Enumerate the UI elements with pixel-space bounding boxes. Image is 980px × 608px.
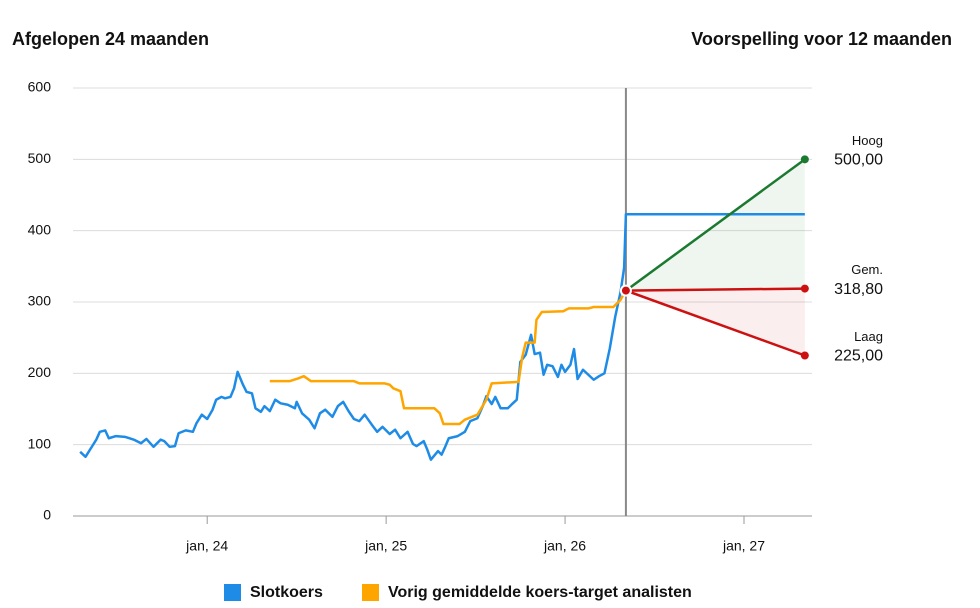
forecast-name: Laag: [854, 329, 883, 344]
forecast-value: 500,00: [834, 152, 883, 169]
x-tick-label: jan, 26: [543, 538, 586, 554]
forecast-point: [800, 155, 809, 164]
y-tick-label: 200: [28, 364, 52, 380]
x-tick-label: jan, 25: [364, 538, 407, 554]
forecast-value: 318,80: [834, 281, 883, 298]
y-tick-label: 0: [43, 507, 51, 523]
y-tick-label: 400: [28, 221, 52, 237]
forecast-line: [625, 289, 806, 357]
forecast-value: 225,00: [834, 348, 883, 365]
x-tick-label: jan, 24: [185, 538, 228, 554]
y-tick-label: 600: [28, 79, 52, 95]
chart-title: Afgelopen 24 maanden: [12, 29, 209, 49]
series-line: [79, 213, 805, 461]
legend-label: Slotkoers: [250, 584, 323, 601]
y-tick-label: 300: [28, 293, 52, 309]
y-tick-label: 100: [28, 435, 52, 451]
forecast-name: Hoog: [852, 133, 883, 148]
forecast-line: [625, 287, 805, 292]
series-line: [269, 289, 628, 426]
legend-swatch: [224, 584, 241, 601]
y-tick-label: 500: [28, 150, 52, 166]
forecast-start: [619, 284, 632, 297]
chart-subtitle: Voorspelling voor 12 maanden: [691, 29, 952, 49]
legend-swatch: [362, 584, 379, 601]
x-tick-label: jan, 27: [722, 538, 765, 554]
forecast-point: [800, 351, 809, 360]
forecast-point: [800, 284, 809, 293]
forecast-line: [625, 158, 806, 292]
forecast-name: Gem.: [851, 262, 883, 277]
legend-label: Vorig gemiddelde koers-target analisten: [388, 584, 692, 601]
